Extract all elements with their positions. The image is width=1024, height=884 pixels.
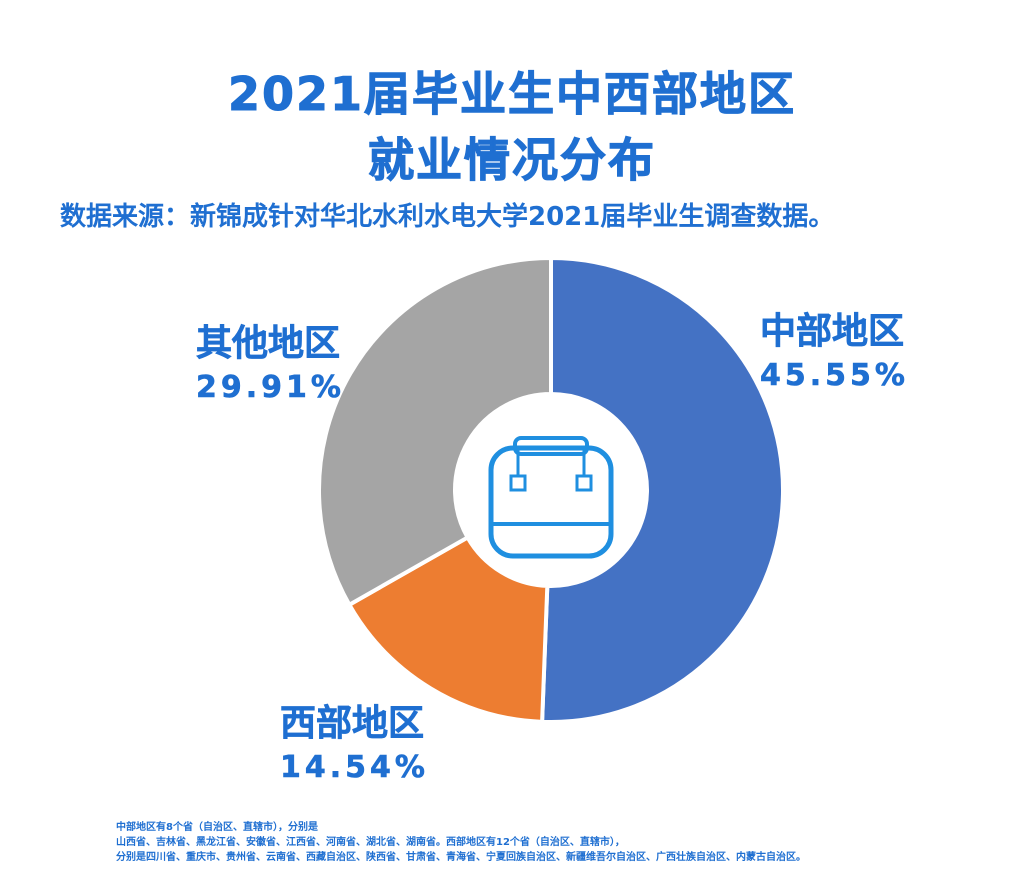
- slice-value-central: 45.55%: [760, 358, 909, 394]
- slice-value-western: 14.54%: [280, 750, 429, 786]
- footnote-line-1: 中部地区有8个省（自治区、直辖市），分别是: [116, 822, 318, 833]
- footnote: 中部地区有8个省（自治区、直辖市），分别是 山西省、吉林省、黑龙江省、安徽省、江…: [116, 820, 1006, 865]
- slice-label-other: 其他地区 29.91%: [196, 322, 345, 410]
- slice-label-central: 中部地区 45.55%: [760, 310, 909, 398]
- center-hole: [455, 394, 647, 586]
- slice-category-central: 中部地区: [760, 311, 905, 353]
- slice-value-other: 29.91%: [196, 370, 345, 406]
- slice-category-other: 其他地区: [196, 323, 341, 365]
- footnote-line-2: 山西省、吉林省、黑龙江省、安徽省、江西省、河南省、湖北省、湖南省。西部地区有12…: [116, 837, 625, 848]
- footnote-line-3: 分别是四川省、重庆市、贵州省、云南省、西藏自治区、陕西省、甘肃省、青海省、宁夏回…: [116, 852, 806, 863]
- data-source-note: 数据来源：新锦成针对华北水利水电大学2021届毕业生调查数据。: [60, 202, 835, 232]
- chart-title-line-1: 2021届毕业生中西部地区: [227, 67, 797, 122]
- chart-title-line-2: 就业情况分布: [368, 133, 656, 188]
- slice-label-western: 西部地区 14.54%: [280, 702, 429, 790]
- slice-category-western: 西部地区: [280, 703, 425, 745]
- bag-icon: [455, 394, 647, 586]
